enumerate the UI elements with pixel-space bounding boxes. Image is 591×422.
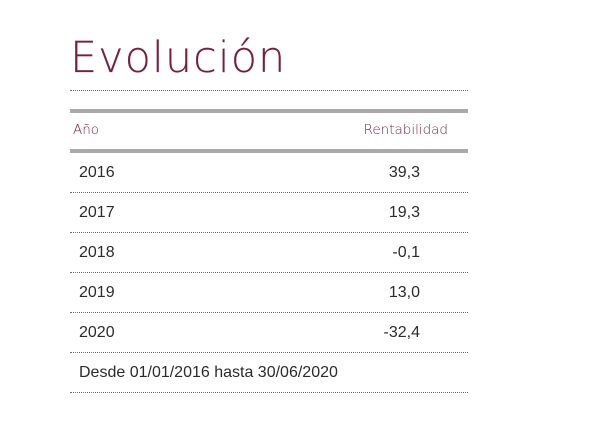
table-row: 2017 19,3 [70, 193, 468, 233]
year-cell: 2016 [79, 164, 115, 181]
table-header: Año Rentabilidad [70, 113, 468, 149]
year-cell: 2017 [79, 204, 115, 221]
year-cell: 2020 [79, 324, 115, 341]
title-divider [70, 90, 468, 91]
year-cell: 2019 [79, 284, 115, 301]
table-body: 2016 39,3 2017 19,3 2018 -0,1 2019 13,0 … [70, 153, 468, 393]
table-row: 2016 39,3 [70, 153, 468, 193]
table-row: 2019 13,0 [70, 273, 468, 313]
table-footer: Desde 01/01/2016 hasta 30/06/2020 [70, 353, 468, 393]
return-cell: -32,4 [383, 324, 420, 341]
table-row: 2018 -0,1 [70, 233, 468, 273]
return-cell: 19,3 [388, 204, 420, 221]
table-top-rule [70, 109, 468, 113]
column-header-return: Rentabilidad [363, 122, 448, 138]
return-cell: 13,0 [388, 284, 420, 301]
page-title: Evolución [70, 33, 287, 83]
return-cell: 39,3 [388, 164, 420, 181]
return-cell: -0,1 [392, 244, 420, 261]
table-row: 2020 -32,4 [70, 313, 468, 353]
year-cell: 2018 [79, 244, 115, 261]
date-range-note: Desde 01/01/2016 hasta 30/06/2020 [79, 364, 338, 381]
table-header-rule [70, 149, 468, 153]
column-header-year: Año [73, 122, 100, 138]
